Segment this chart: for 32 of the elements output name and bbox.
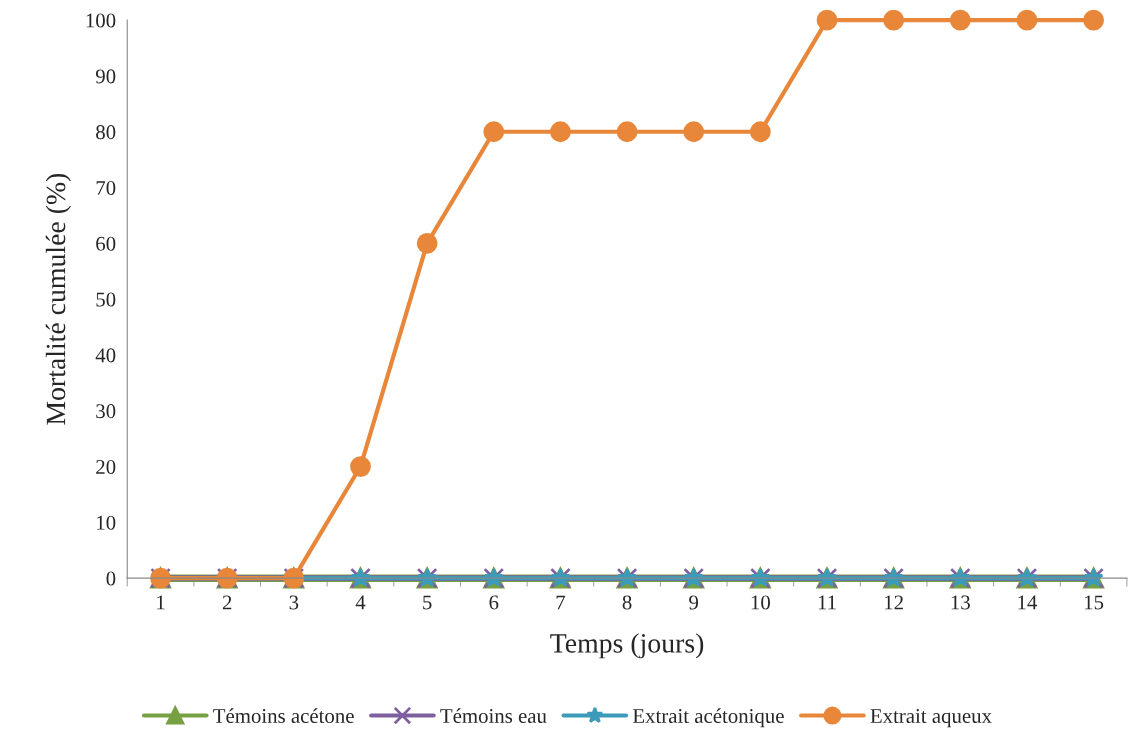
x-tick-label: 8 xyxy=(622,595,632,610)
x-tick-label: 6 xyxy=(489,595,499,610)
x-tick-label: 15 xyxy=(1085,595,1104,610)
x-tick-label: 14 xyxy=(1018,595,1038,610)
y-tick-label: 0 xyxy=(106,571,116,586)
x-axis-title: Temps (jours) xyxy=(550,633,704,659)
x-tick-label: 13 xyxy=(951,595,970,610)
y-tick-label: 20 xyxy=(96,459,116,474)
x-tick-label: 11 xyxy=(818,595,836,610)
x-tick-label: 5 xyxy=(423,595,432,610)
y-tick-label: 70 xyxy=(96,180,116,195)
y-tick-label: 50 xyxy=(96,292,116,307)
x-tick-label: 4 xyxy=(355,595,366,610)
y-tick-label: 90 xyxy=(95,69,116,84)
y-tick-label: 60 xyxy=(96,236,116,251)
legend-label: Extrait aqueux xyxy=(870,709,992,728)
y-axis-title: Mortalité cumulée (%) xyxy=(45,173,71,425)
x-tick-label: 7 xyxy=(556,595,566,610)
x-tick-label: 12 xyxy=(885,595,903,610)
y-tick-label: 40 xyxy=(95,348,116,363)
x-tick-label: 10 xyxy=(751,595,770,610)
x-tick-label: 9 xyxy=(689,595,699,610)
x-tick-label: 1 xyxy=(157,595,165,610)
y-tick-label: 100 xyxy=(86,13,116,28)
x-tick-label: 2 xyxy=(222,595,232,610)
legend-label: Témoins eau xyxy=(440,708,547,724)
legend-label: Témoins acétone xyxy=(213,708,354,724)
y-tick-label: 10 xyxy=(97,515,116,530)
y-tick-label: 80 xyxy=(96,125,116,140)
x-tick-label: 3 xyxy=(289,595,299,610)
legend-label: Extrait acétonique xyxy=(632,708,784,728)
y-tick-label: 30 xyxy=(96,404,116,419)
